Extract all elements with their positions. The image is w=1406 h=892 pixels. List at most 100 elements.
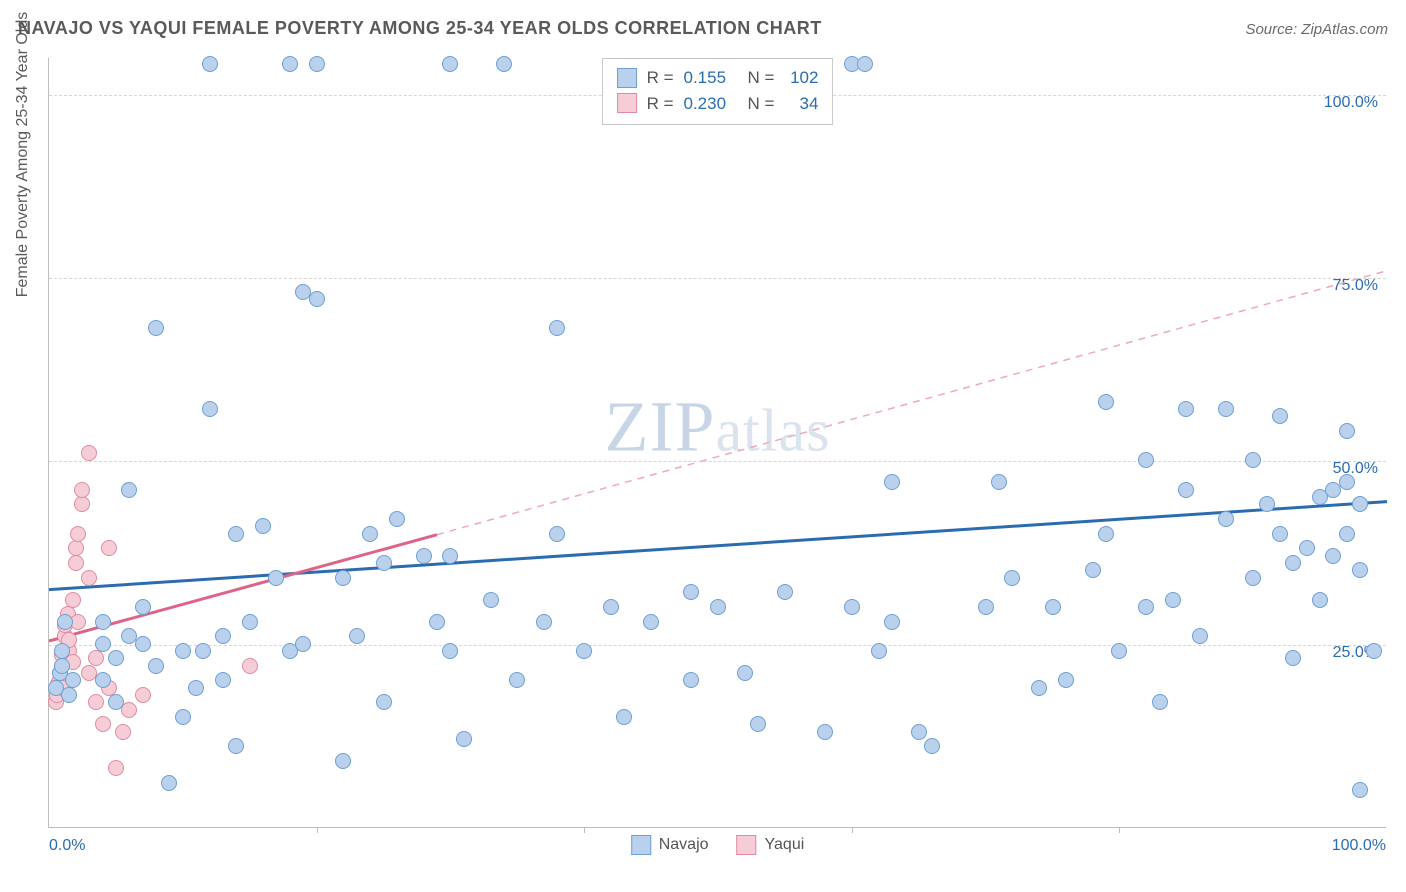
x-axis-max-label: 100.0% xyxy=(1332,837,1386,855)
yaqui-point xyxy=(108,760,124,776)
chart-source: Source: ZipAtlas.com xyxy=(1245,21,1388,38)
y-tick-label: 100.0% xyxy=(1324,94,1378,112)
yaqui-point xyxy=(101,540,117,556)
navajo-trend-line xyxy=(49,502,1387,590)
navajo-point xyxy=(1004,570,1020,586)
navajo-point xyxy=(1366,643,1382,659)
navajo-point xyxy=(496,56,512,72)
y-tick-label: 50.0% xyxy=(1333,460,1378,478)
navajo-point xyxy=(1111,643,1127,659)
navajo-point xyxy=(228,738,244,754)
trend-lines xyxy=(49,58,1386,827)
yaqui-point xyxy=(74,482,90,498)
navajo-point xyxy=(175,643,191,659)
navajo-point xyxy=(1218,401,1234,417)
navajo-point xyxy=(228,526,244,542)
navajo-point xyxy=(1138,452,1154,468)
stat-row-navajo: R = 0.155 N = 102 xyxy=(617,65,819,91)
navajo-point xyxy=(175,709,191,725)
navajo-point xyxy=(442,643,458,659)
navajo-point xyxy=(54,658,70,674)
navajo-point xyxy=(135,636,151,652)
navajo-point xyxy=(1339,474,1355,490)
navajo-point xyxy=(65,672,81,688)
n-value: 102 xyxy=(784,65,818,91)
yaqui-point xyxy=(74,496,90,512)
legend-label: Navajo xyxy=(659,836,709,854)
navajo-point xyxy=(1031,680,1047,696)
navajo-point xyxy=(536,614,552,630)
navajo-point xyxy=(683,584,699,600)
navajo-point xyxy=(135,599,151,615)
navajo-point xyxy=(603,599,619,615)
yaqui-point xyxy=(81,445,97,461)
navajo-point xyxy=(121,482,137,498)
legend-swatch-yaqui xyxy=(737,835,757,855)
navajo-point xyxy=(1085,562,1101,578)
navajo-point xyxy=(884,474,900,490)
navajo-point xyxy=(817,724,833,740)
yaqui-point xyxy=(88,694,104,710)
navajo-point xyxy=(376,555,392,571)
x-tick-mark xyxy=(852,827,853,833)
correlation-stat-box: R = 0.155 N = 102R =0.230N =34 xyxy=(602,58,834,125)
navajo-point xyxy=(148,320,164,336)
navajo-point xyxy=(255,518,271,534)
navajo-point xyxy=(1272,408,1288,424)
navajo-point xyxy=(54,643,70,659)
navajo-point xyxy=(202,401,218,417)
navajo-point xyxy=(1245,452,1261,468)
yaqui-point xyxy=(242,658,258,674)
navajo-point xyxy=(750,716,766,732)
navajo-point xyxy=(1098,394,1114,410)
navajo-point xyxy=(1178,482,1194,498)
navajo-point xyxy=(1339,423,1355,439)
navajo-point xyxy=(161,775,177,791)
r-label: R = xyxy=(647,65,674,91)
navajo-point xyxy=(576,643,592,659)
navajo-point xyxy=(202,56,218,72)
watermark-atlas: atlas xyxy=(716,398,831,464)
navajo-point xyxy=(335,753,351,769)
navajo-point xyxy=(1098,526,1114,542)
navajo-point xyxy=(442,548,458,564)
navajo-point xyxy=(549,526,565,542)
chart-title: NAVAJO VS YAQUI FEMALE POVERTY AMONG 25-… xyxy=(18,18,822,39)
navajo-point xyxy=(429,614,445,630)
navajo-point xyxy=(309,56,325,72)
navajo-point xyxy=(643,614,659,630)
navajo-point xyxy=(683,672,699,688)
navajo-point xyxy=(195,643,211,659)
stat-row-yaqui: R =0.230N =34 xyxy=(617,91,819,117)
navajo-point xyxy=(108,650,124,666)
navajo-point xyxy=(295,636,311,652)
navajo-point xyxy=(268,570,284,586)
navajo-point xyxy=(215,628,231,644)
navajo-point xyxy=(777,584,793,600)
navajo-point xyxy=(857,56,873,72)
navajo-point xyxy=(844,599,860,615)
r-value: 0.155 xyxy=(684,65,738,91)
navajo-point xyxy=(1352,782,1368,798)
navajo-point xyxy=(509,672,525,688)
watermark-zip: ZIP xyxy=(605,387,716,467)
legend-label: Yaqui xyxy=(765,836,805,854)
legend-swatch-navajo xyxy=(617,68,637,88)
navajo-point xyxy=(710,599,726,615)
navajo-point xyxy=(1352,496,1368,512)
navajo-point xyxy=(1339,526,1355,542)
navajo-point xyxy=(57,614,73,630)
x-axis-min-label: 0.0% xyxy=(49,837,85,855)
yaqui-point xyxy=(68,540,84,556)
navajo-point xyxy=(1045,599,1061,615)
x-tick-mark xyxy=(584,827,585,833)
navajo-point xyxy=(335,570,351,586)
yaqui-point xyxy=(81,570,97,586)
n-label: N = xyxy=(748,65,775,91)
navajo-point xyxy=(1272,526,1288,542)
yaqui-point xyxy=(68,555,84,571)
yaqui-point xyxy=(88,650,104,666)
gridline xyxy=(49,645,1386,646)
navajo-point xyxy=(483,592,499,608)
navajo-point xyxy=(148,658,164,674)
